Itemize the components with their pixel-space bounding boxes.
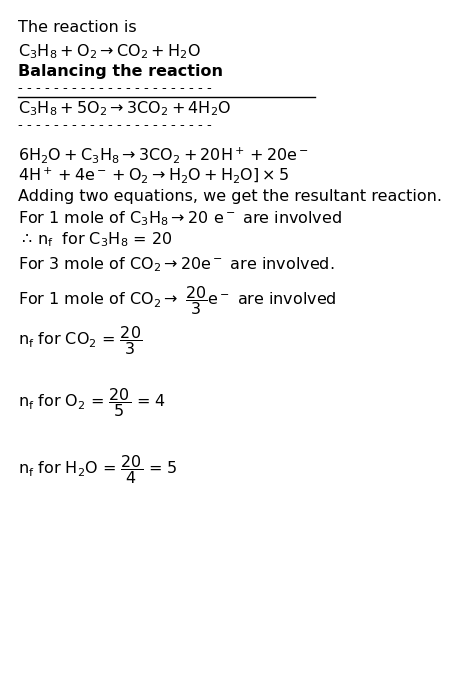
Text: For 1 mole of $\mathrm{C_3H_8 \rightarrow 20\ e^-}$ are involved: For 1 mole of $\mathrm{C_3H_8 \rightarro… — [18, 210, 342, 229]
Text: - - - - - - - - - - - - - - - - - - - - - -: - - - - - - - - - - - - - - - - - - - - … — [18, 119, 216, 132]
Text: - - - - - - - - - - - - - - - - - - - - - -: - - - - - - - - - - - - - - - - - - - - … — [18, 82, 216, 96]
Text: $\mathrm{C_3H_8 + O_2 \rightarrow CO_2 + H_2O}$: $\mathrm{C_3H_8 + O_2 \rightarrow CO_2 +… — [18, 42, 201, 61]
Text: $\mathrm{n_f}$ for $\mathrm{H_2O}$ = $\dfrac{20}{4}$ = 5: $\mathrm{n_f}$ for $\mathrm{H_2O}$ = $\d… — [18, 453, 177, 486]
Text: $\mathrm{4H^+ + 4e^- + O_2 \rightarrow H_2O + H_2O] \times 5}$: $\mathrm{4H^+ + 4e^- + O_2 \rightarrow H… — [18, 166, 289, 185]
Text: For 1 mole of $\mathrm{CO_2 \rightarrow}$ $\dfrac{20}{3}$$\mathrm{e^-}$ are invo: For 1 mole of $\mathrm{CO_2 \rightarrow}… — [18, 284, 337, 317]
Text: $\mathrm{C_3H_8 + 5O_2 \rightarrow 3CO_2 + 4H_2O}$: $\mathrm{C_3H_8 + 5O_2 \rightarrow 3CO_2… — [18, 99, 231, 118]
Text: For 3 mole of $\mathrm{CO_2 \rightarrow 20e^-}$ are involved.: For 3 mole of $\mathrm{CO_2 \rightarrow … — [18, 255, 335, 274]
Text: $\therefore\, \mathrm{n_f}$  for $\mathrm{C_3H_8}$ = 20: $\therefore\, \mathrm{n_f}$ for $\mathrm… — [18, 231, 173, 250]
Text: Adding two equations, we get the resultant reaction.: Adding two equations, we get the resulta… — [18, 189, 442, 203]
Text: $\mathrm{n_f}$ for $\mathrm{CO_2}$ = $\dfrac{20}{3}$: $\mathrm{n_f}$ for $\mathrm{CO_2}$ = $\d… — [18, 324, 142, 357]
Text: The reaction is: The reaction is — [18, 20, 137, 34]
Text: $\mathrm{6H_2O + C_3H_8 \rightarrow 3CO_2 + 20H^+ + 20e^-}$: $\mathrm{6H_2O + C_3H_8 \rightarrow 3CO_… — [18, 145, 309, 165]
Text: Balancing the reaction: Balancing the reaction — [18, 64, 223, 78]
Text: $\mathrm{n_f}$ for $\mathrm{O_2}$ = $\dfrac{20}{5}$ = 4: $\mathrm{n_f}$ for $\mathrm{O_2}$ = $\df… — [18, 386, 166, 419]
